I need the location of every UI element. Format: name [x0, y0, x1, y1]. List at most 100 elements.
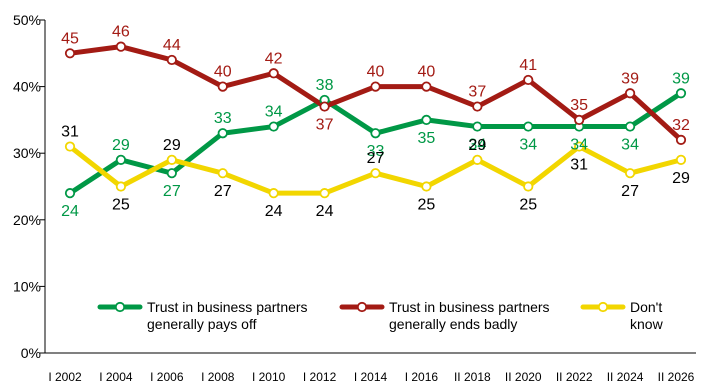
data-point-dontknow	[115, 181, 127, 192]
data-label-dontknow: 27	[621, 183, 639, 200]
x-tick-label: II 2026	[658, 370, 695, 383]
x-tick-label: I 2010	[252, 370, 286, 383]
x-tick-label: II 2018	[454, 370, 491, 383]
data-label-payoff: 34	[570, 137, 588, 154]
data-point-dontknow	[268, 188, 279, 199]
data-point-badly	[675, 134, 687, 145]
data-label-payoff: 29	[112, 137, 130, 154]
data-label-badly: 35	[570, 97, 588, 114]
data-label-dontknow: 25	[112, 197, 130, 214]
data-label-dontknow: 24	[316, 203, 334, 220]
data-point-dontknow	[472, 154, 483, 165]
data-point-dontknow	[64, 141, 76, 152]
data-point-dontknow	[166, 154, 177, 165]
y-tick-label: 10%	[13, 278, 41, 294]
data-point-payoff	[421, 114, 432, 126]
data-point-dontknow	[675, 154, 687, 165]
data-label-badly: 39	[621, 70, 639, 87]
legend-label: Don't	[630, 299, 662, 315]
legend-label: Trust in business partners	[389, 299, 550, 315]
legend-label: generally ends badly	[389, 316, 517, 332]
data-label-payoff: 38	[316, 77, 334, 94]
data-label-payoff: 24	[61, 203, 79, 220]
data-label-badly: 37	[468, 84, 486, 101]
data-point-payoff	[624, 121, 636, 132]
data-label-badly: 40	[214, 64, 232, 81]
data-point-payoff	[64, 188, 76, 199]
data-label-payoff: 34	[265, 104, 283, 121]
y-tick-label: 30%	[13, 145, 41, 161]
data-label-dontknow: 29	[672, 170, 690, 187]
data-label-badly: 41	[519, 57, 537, 74]
data-point-payoff	[370, 128, 381, 139]
data-label-badly: 40	[418, 64, 436, 81]
data-point-badly	[268, 68, 279, 79]
data-point-payoff	[675, 88, 687, 99]
axes: 0% 10% 20% 30% 40% 50% I 2002 I 2004 I 2006 I 200…	[13, 12, 696, 384]
data-label-dontknow: 29	[468, 137, 486, 154]
data-label-dontknow: 25	[519, 197, 537, 214]
x-tick-label: I 2002	[48, 370, 82, 383]
data-point-dontknow	[574, 141, 585, 152]
data-label-dontknow: 31	[61, 124, 79, 141]
data-point-dontknow	[319, 188, 330, 199]
data-point-payoff	[523, 121, 534, 132]
data-label-payoff: 34	[519, 137, 537, 154]
x-tick-label: II 2024	[607, 370, 644, 383]
data-label-dontknow: 31	[570, 157, 588, 174]
x-tick-label: I 2006	[150, 370, 184, 383]
data-point-badly	[166, 54, 177, 66]
y-tick-label: 40%	[13, 79, 41, 95]
data-point-dontknow	[217, 168, 228, 179]
data-point-badly	[624, 88, 636, 99]
data-label-dontknow: 27	[214, 183, 232, 200]
data-label-badly: 37	[316, 117, 334, 134]
data-label-badly: 40	[367, 64, 385, 81]
data-label-badly: 42	[265, 50, 283, 67]
data-label-badly: 46	[112, 24, 130, 41]
legend-swatch-marker	[597, 301, 609, 313]
data-point-dontknow	[523, 181, 534, 192]
data-point-payoff	[472, 121, 483, 132]
data-point-badly	[472, 101, 483, 112]
x-tick-label: I 2008	[201, 370, 235, 383]
data-point-badly	[319, 101, 330, 112]
y-tick-label: 50%	[13, 12, 41, 28]
data-point-payoff	[217, 128, 228, 139]
data-point-payoff	[166, 168, 177, 179]
data-point-payoff	[268, 121, 279, 132]
series-points	[64, 41, 687, 199]
legend-label: Trust in business partners	[147, 299, 308, 315]
data-label-payoff: 35	[418, 130, 436, 147]
data-point-dontknow	[421, 181, 432, 192]
x-tick-label: I 2016	[405, 370, 439, 383]
x-tick-label: II 2020	[505, 370, 542, 383]
x-tick-label: II 2022	[556, 370, 593, 383]
data-label-badly: 45	[61, 30, 79, 47]
legend-label: know	[630, 316, 664, 332]
data-label-dontknow: 27	[367, 150, 385, 167]
x-tick-label: I 2004	[99, 370, 133, 383]
x-tick-label: I 2012	[303, 370, 337, 383]
legend-label: generally pays off	[147, 316, 257, 332]
y-tick-label: 20%	[13, 212, 41, 228]
data-label-dontknow: 29	[163, 137, 181, 154]
data-label-payoff: 33	[214, 110, 232, 127]
data-point-badly	[421, 81, 432, 92]
x-tick-label: I 2014	[354, 370, 388, 383]
data-label-payoff: 33	[367, 143, 385, 160]
data-point-dontknow	[624, 168, 636, 179]
data-label-badly: 44	[163, 37, 181, 54]
data-point-payoff	[115, 154, 127, 165]
data-label-dontknow: 24	[265, 203, 283, 220]
legend-swatch-marker	[114, 301, 126, 313]
data-label-badly: 32	[672, 117, 690, 134]
data-point-badly	[64, 48, 76, 59]
y-tick-label: 0%	[21, 345, 41, 361]
